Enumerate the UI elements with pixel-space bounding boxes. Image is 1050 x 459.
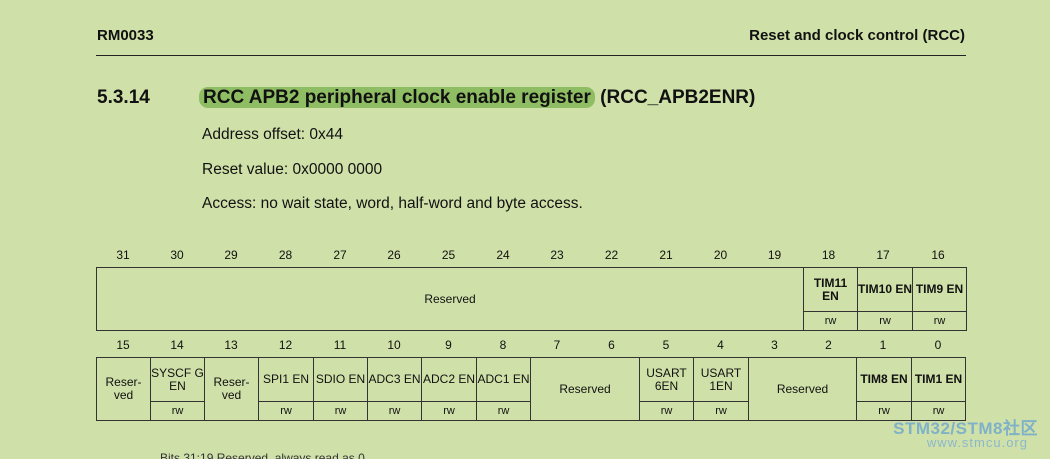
access-rw: rw — [693, 401, 749, 421]
field-tim10en: TIM10 EN — [857, 267, 913, 312]
bit-number: 9 — [445, 338, 452, 352]
bit-number: 1 — [879, 338, 887, 352]
bit-number: 4 — [717, 338, 724, 352]
field-tim8en: TIM8 EN — [856, 357, 912, 402]
bit-number: 12 — [278, 338, 293, 352]
bit-number: 20 — [713, 248, 728, 262]
field-spi1en: SPI1 EN — [258, 357, 314, 402]
access-rw: rw — [313, 401, 368, 421]
access-text: Access: no wait state, word, half-word a… — [202, 195, 583, 212]
bit-number: 23 — [550, 248, 564, 262]
access-rw: rw — [476, 401, 531, 421]
bit-number: 16 — [931, 248, 945, 262]
bit-number: 28 — [278, 248, 293, 262]
address-offset: Address offset: 0x44 — [202, 126, 344, 143]
watermark-url: www.stmcu.org — [926, 435, 1028, 450]
field-reserved-upper: Reserved — [96, 267, 804, 331]
access-rw: rw — [856, 401, 912, 421]
bit-number: 25 — [441, 248, 456, 262]
bit-number: 26 — [387, 248, 401, 262]
watermark-brand: STM32/STM8社区 — [893, 419, 1038, 438]
bit-number: 14 — [170, 338, 184, 352]
field-sdioen: SDIO EN — [313, 357, 368, 402]
bit-number: 0 — [934, 338, 942, 352]
field-adc3en: ADC3 EN — [367, 357, 422, 402]
access-rw: rw — [912, 311, 967, 331]
bit-number: 27 — [333, 248, 347, 262]
access-rw: rw — [911, 401, 966, 421]
bit-number: 17 — [876, 248, 890, 262]
field-usart6en: USART 6EN — [639, 357, 694, 402]
chapter-title: Reset and clock control (RCC) — [749, 27, 965, 44]
field-reserved-15: Reser- ved — [96, 357, 151, 421]
field-syscfgen: SYSCF G EN — [150, 357, 205, 402]
register-lower-table: Reser- ved SYSCF G EN Reser- ved SPI1 EN… — [96, 357, 966, 421]
upper-bit-numbers: 31 30 29 28 27 26 25 24 23 22 21 20 19 18 17 16 — [96, 248, 966, 264]
field-adc1en: ADC1 EN — [476, 357, 531, 402]
field-usart1en: USART 1EN — [693, 357, 749, 402]
bit-number: 11 — [333, 338, 347, 352]
header-rule — [96, 55, 966, 56]
access-rw: rw — [639, 401, 694, 421]
bit-number: 29 — [224, 248, 238, 262]
field-reserved-7-6: Reserved — [530, 357, 640, 421]
field-reserved-3-2: Reserved — [748, 357, 857, 421]
bit-number: 7 — [553, 338, 561, 352]
bit-number: 31 — [116, 248, 130, 262]
bit-number: 21 — [659, 248, 673, 262]
section-title-highlight: RCC APB2 peripheral clock enable registe… — [199, 87, 595, 108]
bit-number: 15 — [116, 338, 130, 352]
access-rw: rw — [367, 401, 422, 421]
field-tim1en: TIM1 EN — [911, 357, 966, 402]
reset-value: Reset value: 0x0000 0000 — [202, 161, 383, 178]
field-reserved-13: Reser- ved — [204, 357, 259, 421]
doc-id: RM0033 — [97, 27, 154, 44]
section-title: RCC APB2 peripheral clock enable registe… — [199, 87, 755, 109]
section-title-suffix: (RCC_APB2ENR) — [600, 87, 756, 108]
bit-number: 18 — [821, 248, 836, 262]
access-rw: rw — [857, 311, 913, 331]
access-rw: rw — [258, 401, 314, 421]
bit-number: 6 — [608, 338, 615, 352]
access-rw: rw — [421, 401, 477, 421]
field-tim9en: TIM9 EN — [912, 267, 967, 312]
bit-number: 19 — [767, 248, 782, 262]
bit-number: 8 — [499, 338, 507, 352]
bit-number: 3 — [771, 338, 778, 352]
bit-number: 13 — [224, 338, 238, 352]
lower-bit-numbers: 15 14 13 12 11 10 9 8 7 6 5 4 3 2 1 0 — [96, 338, 966, 354]
bit-number: 2 — [825, 338, 832, 352]
field-tim11en: TIM11 EN — [803, 267, 858, 312]
access-rw: rw — [803, 311, 858, 331]
bit-number: 5 — [662, 338, 670, 352]
bit-number: 10 — [387, 338, 401, 352]
footer-cut-text: Bits 31:19 Reserved, always read as 0. — [160, 451, 369, 459]
bit-number: 22 — [604, 248, 619, 262]
field-adc2en: ADC2 EN — [421, 357, 477, 402]
access-rw: rw — [150, 401, 205, 421]
section-number: 5.3.14 — [97, 87, 150, 108]
bit-number: 24 — [496, 248, 510, 262]
register-upper-table: Reserved TIM11 EN TIM10 EN TIM9 EN rw rw… — [96, 267, 967, 331]
bit-number: 30 — [170, 248, 184, 262]
